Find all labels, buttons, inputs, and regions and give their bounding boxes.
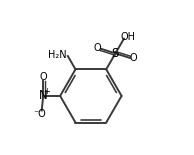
Text: O: O bbox=[130, 53, 137, 63]
Text: ⁻O: ⁻O bbox=[33, 109, 46, 119]
Text: S: S bbox=[112, 47, 119, 60]
Text: O: O bbox=[40, 72, 48, 82]
Text: H₂N: H₂N bbox=[48, 50, 67, 60]
Text: N: N bbox=[39, 89, 48, 102]
Text: +: + bbox=[43, 87, 50, 96]
Text: OH: OH bbox=[120, 32, 135, 42]
Text: O: O bbox=[94, 43, 101, 53]
